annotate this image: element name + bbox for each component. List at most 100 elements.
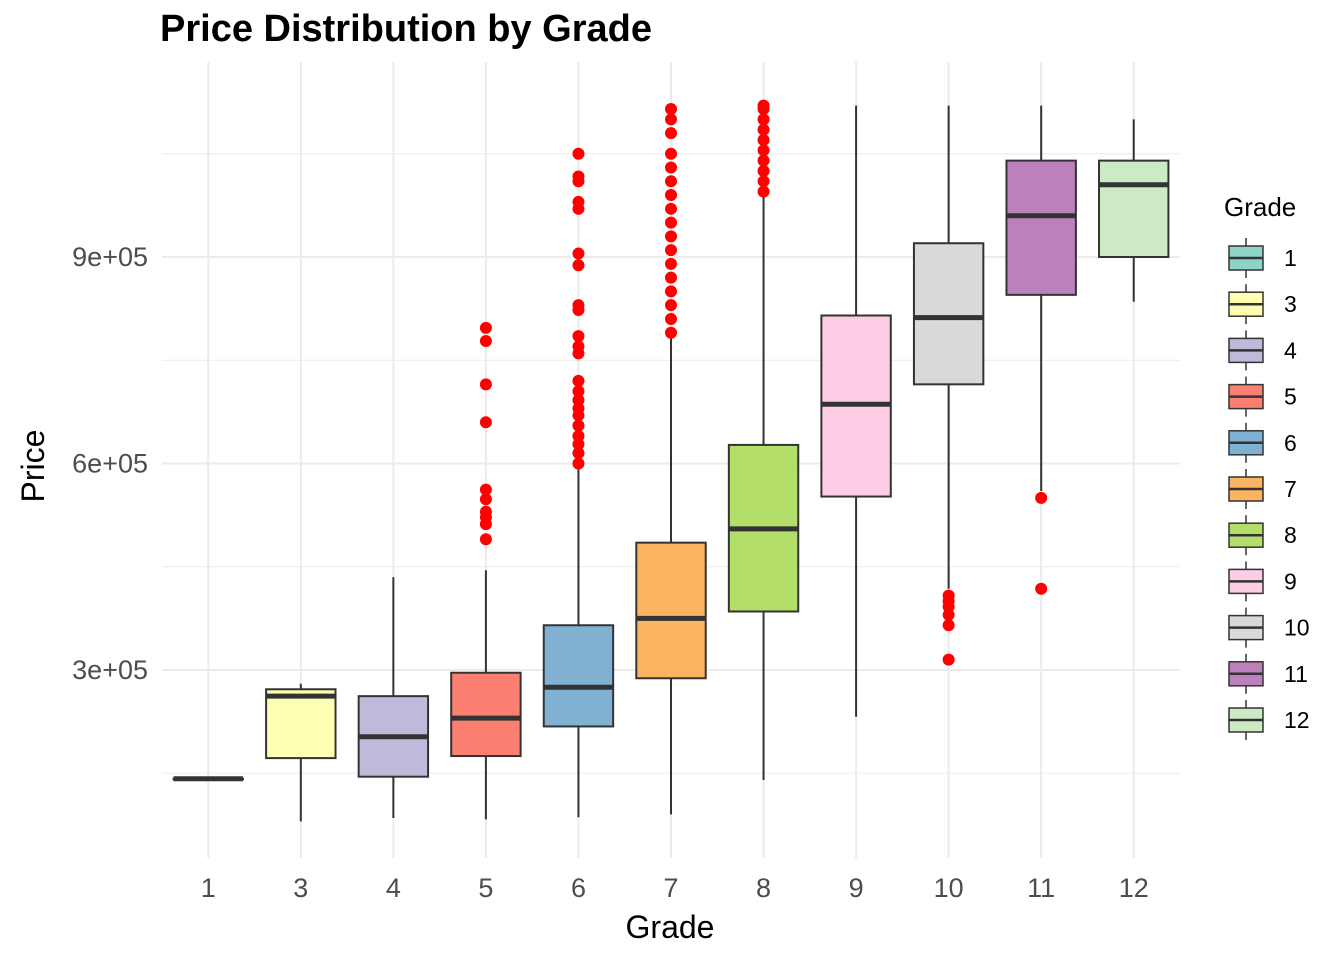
legend-item-1: 1 (1228, 238, 1297, 278)
outlier-point (757, 144, 770, 157)
box-grade-8 (727, 99, 800, 781)
outlier-point (757, 123, 770, 136)
outlier-point (572, 170, 585, 183)
outlier-point (665, 175, 677, 188)
outlier-point (572, 330, 585, 343)
legend: Grade 1 3 4 5 6 7 8 9 10 11 12 (1224, 192, 1310, 740)
legend-label: 9 (1284, 568, 1297, 594)
outlier-point (665, 189, 677, 202)
outlier-point (665, 312, 677, 325)
legend-label: 1 (1284, 245, 1297, 271)
outlier-point (757, 133, 770, 146)
outlier-point (572, 147, 585, 160)
box-grade-10 (912, 105, 985, 666)
outlier-point (757, 113, 770, 126)
outlier-point (665, 244, 677, 257)
x-tick-label: 12 (1119, 873, 1149, 903)
legend-item-3: 3 (1228, 284, 1297, 325)
box-grade-3 (265, 683, 337, 822)
y-tick-label: 9e+05 (72, 242, 148, 272)
outlier-point (757, 164, 770, 177)
x-axis-title: Grade (626, 909, 715, 945)
box-body (1098, 159, 1170, 258)
legend-label: 4 (1284, 337, 1297, 363)
outlier-point (479, 493, 492, 506)
legend-item-4: 4 (1228, 330, 1297, 371)
outlier-point (572, 394, 585, 407)
outlier-point (665, 271, 677, 284)
outlier-point (665, 299, 677, 312)
outlier-point (665, 113, 677, 126)
outlier-point (572, 419, 585, 432)
outlier-point (479, 416, 492, 429)
legend-title: Grade (1224, 192, 1296, 222)
x-tick-label: 1 (201, 873, 216, 903)
legend-label: 7 (1284, 476, 1297, 502)
outlier-point (665, 216, 677, 229)
x-tick-label: 9 (849, 873, 864, 903)
box-grade-11 (1005, 105, 1077, 595)
box-grade-9 (820, 105, 892, 717)
outlier-point (665, 257, 677, 270)
box-grade-1 (172, 776, 244, 782)
box-grade-6 (542, 147, 615, 818)
outlier-point (665, 326, 677, 339)
box-grade-5 (450, 321, 522, 820)
outlier-point (942, 608, 955, 621)
outlier-point (572, 457, 585, 470)
legend-label: 6 (1284, 430, 1297, 456)
outlier-point (665, 127, 677, 140)
outlier-point (757, 175, 770, 188)
y-tick-label: 3e+05 (72, 655, 148, 685)
x-tick-label: 6 (571, 873, 586, 903)
legend-label: 12 (1284, 707, 1310, 733)
legend-label: 10 (1284, 615, 1310, 641)
outlier-point (757, 154, 770, 167)
box-grade-7 (635, 103, 707, 815)
legend-item-6: 6 (1228, 422, 1297, 463)
legend-item-5: 5 (1228, 376, 1297, 417)
legend-item-9: 9 (1228, 561, 1297, 602)
outlier-point (665, 202, 677, 215)
outlier-point (479, 483, 492, 496)
outlier-point (757, 99, 770, 112)
legend-item-8: 8 (1228, 515, 1297, 556)
x-tick-label: 8 (756, 873, 771, 903)
box-body (542, 624, 615, 728)
box-layer (172, 99, 1170, 822)
chart-title: Price Distribution by Grade (160, 8, 652, 50)
legend-label: 8 (1284, 522, 1297, 548)
y-tick-label: 6e+05 (72, 449, 148, 479)
outlier-point (665, 285, 677, 298)
outlier-point (572, 438, 585, 451)
legend-label: 11 (1284, 661, 1308, 687)
legend-item-11: 11 (1228, 653, 1308, 694)
outlier-point (479, 533, 492, 546)
box-body (912, 242, 985, 386)
outlier-point (665, 103, 677, 116)
outlier-point (479, 505, 492, 518)
x-tick-label: 10 (934, 873, 964, 903)
outlier-point (572, 259, 585, 272)
outlier-point (572, 247, 585, 260)
outlier-point (572, 340, 585, 353)
outlier-point (572, 429, 585, 442)
box-grade-4 (357, 577, 430, 818)
outlier-point (572, 447, 585, 460)
outlier-point (479, 334, 492, 347)
legend-item-10: 10 (1228, 607, 1310, 648)
outlier-point (572, 402, 585, 415)
legend-item-12: 12 (1228, 700, 1310, 740)
axis-layer: Grade Price 3e+05 6e+05 9e+05 1 3 4 5 6 7 8 9 10 11 1… (15, 242, 1149, 945)
box-body (635, 541, 707, 680)
outlier-point (479, 321, 492, 334)
x-tick-label: 11 (1027, 873, 1055, 903)
outlier-point (1035, 491, 1048, 504)
legend-label: 5 (1284, 384, 1297, 410)
outlier-point (665, 147, 677, 160)
box-body (450, 671, 522, 758)
x-tick-label: 3 (293, 873, 308, 903)
x-tick-label: 4 (386, 873, 401, 903)
outlier-point (479, 378, 492, 391)
